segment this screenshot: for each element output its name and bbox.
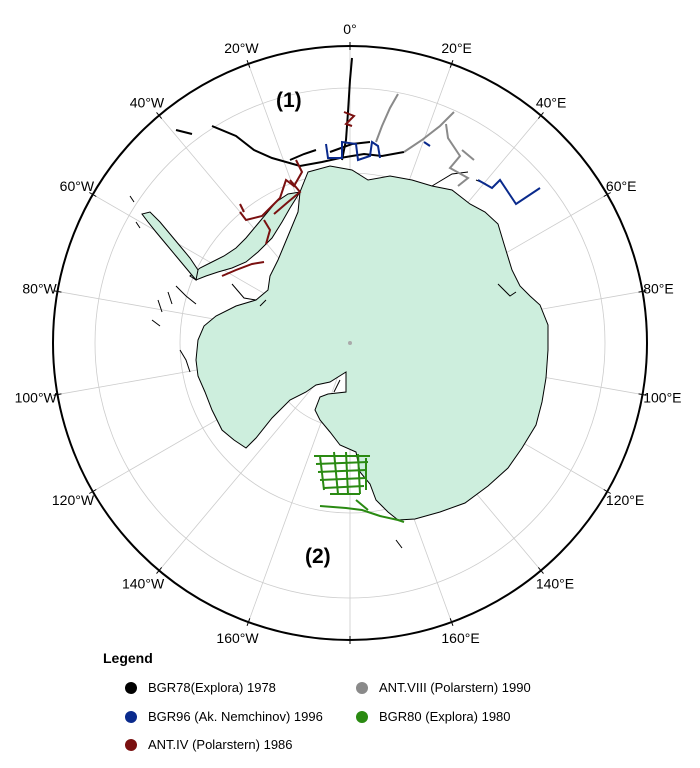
legend-item-antiv: ANT.IV (Polarstern) 1986 [125,737,293,752]
longitude-label: 120°W [52,492,95,508]
legend-label: ANT.IV (Polarstern) 1986 [148,737,293,752]
longitude-label: 140°W [122,576,165,592]
frame-tick [537,112,544,119]
antarctica-landmass [195,165,549,521]
legend-title: Legend [103,650,153,666]
longitude-label: 80°W [22,280,57,296]
longitude-label: 100°W [15,390,58,406]
legend: Legend BGR78(Explora) 1978 BGR96 (Ak. Ne… [0,645,700,768]
frame-tick [246,618,251,627]
frame-tick [537,567,544,574]
frame-tick [53,290,62,293]
longitude-label: 140°E [536,576,574,592]
longitude-labels: 0°20°E40°E60°E80°E100°E120°E140°E160°E18… [15,21,682,645]
legend-item-antviii: ANT.VIII (Polarstern) 1990 [356,680,531,695]
legend-item-bgr96: BGR96 (Ak. Nemchinov) 1996 [125,709,323,724]
legend-item-bgr80: BGR80 (Explora) 1980 [356,709,511,724]
legend-label: BGR96 (Ak. Nemchinov) 1996 [148,709,323,724]
peninsula-tip [141,211,199,282]
legend-marker-darkred [125,738,137,751]
frame-tick [449,59,454,68]
meridian-line [248,342,351,623]
frame-tick [156,567,163,574]
legend-marker-green [356,710,368,723]
longitude-label: 20°E [441,40,472,56]
region-label-2: (2) [305,545,331,568]
legend-label: ANT.VIII (Polarstern) 1990 [379,680,531,695]
legend-marker-black [125,681,137,694]
frame-tick [156,112,163,119]
legend-marker-gray [356,681,368,694]
frame-tick [53,393,62,396]
longitude-label: 40°W [130,94,165,110]
longitude-label: 160°E [441,630,479,645]
longitude-label: 160°W [216,630,259,645]
frame-tick [449,618,454,627]
longitude-label: 80°E [643,280,674,296]
frame-tick [89,192,97,197]
longitude-label: 20°W [224,40,259,56]
longitude-label: 0° [343,21,356,37]
polar-stereographic-map: 0°20°E40°E60°E80°E100°E120°E140°E160°E18… [15,21,682,645]
legend-label: BGR80 (Explora) 1980 [379,709,511,724]
frame-tick [89,489,97,494]
frame-tick [603,489,611,494]
track-antiv [221,111,356,277]
track-bgr80 [314,451,405,523]
track-antviii [375,93,475,187]
longitude-label: 60°E [606,178,637,194]
south-pole-marker [348,341,352,345]
longitude-label: 120°E [606,492,644,508]
legend-label: BGR78(Explora) 1978 [148,680,276,695]
frame-tick [638,393,647,396]
frame-tick [603,192,611,197]
region-label-1: (1) [276,89,302,112]
legend-item-bgr78: BGR78(Explora) 1978 [125,680,276,695]
longitude-label: 100°E [643,390,681,406]
longitude-label: 40°E [536,94,567,110]
longitude-label: 60°W [60,178,95,194]
legend-marker-blue [125,710,137,723]
frame-tick [246,59,251,68]
frame-tick [638,290,647,293]
track-bgr96 [325,140,541,206]
